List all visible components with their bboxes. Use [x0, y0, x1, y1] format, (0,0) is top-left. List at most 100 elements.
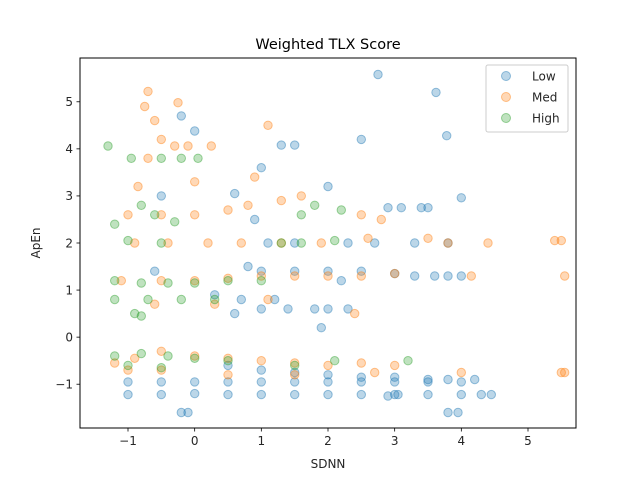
point-high-1	[126, 153, 137, 164]
legend-marker-high	[501, 113, 511, 123]
x-tick-label-4: 3	[391, 434, 399, 448]
x-tick-label-3: 2	[324, 434, 332, 448]
point-med-29	[423, 233, 433, 244]
point-low-43	[256, 304, 266, 314]
point-low-36	[210, 290, 220, 300]
x-tick-label-1: 0	[191, 434, 199, 448]
point-high-36	[403, 356, 413, 366]
legend-label-low: Low	[532, 69, 556, 83]
point-med-35	[156, 276, 167, 286]
y-tick-label-4: 3	[65, 189, 73, 203]
point-med-60	[290, 370, 300, 380]
point-low-76	[486, 389, 496, 400]
point-low-8	[256, 163, 266, 173]
series-high	[103, 141, 413, 373]
point-low-16	[396, 203, 406, 213]
point-med-4	[156, 134, 167, 145]
point-low-9	[230, 188, 240, 199]
point-high-12	[123, 235, 133, 246]
point-low-25	[243, 261, 253, 272]
point-low-44	[283, 304, 293, 314]
point-low-0	[373, 69, 383, 80]
x-tick-label-0: −1	[119, 434, 137, 448]
point-low-84	[383, 391, 393, 401]
point-high-2	[156, 153, 167, 164]
point-med-44	[560, 271, 570, 281]
point-high-7	[150, 210, 160, 220]
point-low-55	[470, 374, 480, 385]
y-tick-label-2: 1	[65, 283, 73, 297]
point-low-61	[290, 377, 300, 387]
point-med-19	[296, 191, 306, 201]
point-high-26	[210, 294, 220, 305]
point-high-25	[176, 294, 187, 305]
point-high-14	[276, 238, 286, 248]
point-low-83	[393, 389, 403, 400]
point-med-66	[130, 353, 140, 363]
point-med-63	[560, 367, 570, 378]
point-med-3	[150, 115, 160, 126]
point-med-47	[263, 294, 273, 305]
point-med-27	[316, 238, 326, 248]
point-med-17	[243, 200, 253, 211]
point-med-42	[390, 268, 400, 279]
point-low-45	[316, 323, 326, 333]
legend-box	[485, 64, 569, 133]
point-low-67	[223, 389, 233, 400]
point-med-65	[110, 358, 120, 368]
point-med-12	[250, 172, 260, 182]
point-high-6	[110, 219, 120, 229]
point-low-38	[270, 294, 280, 305]
point-low-34	[456, 271, 466, 281]
y-tick-label-6: 5	[65, 95, 73, 109]
point-med-45	[150, 299, 160, 309]
point-high-31	[163, 351, 173, 361]
point-low-23	[410, 238, 420, 248]
point-med-46	[210, 299, 220, 309]
point-low-54	[456, 377, 466, 387]
point-med-38	[256, 271, 266, 281]
point-med-64	[556, 367, 566, 378]
x-tick-label-2: 1	[258, 434, 266, 448]
point-med-61	[370, 367, 380, 378]
x-tick-label-5: 4	[458, 434, 466, 448]
point-high-16	[330, 235, 340, 246]
point-med-13	[123, 210, 133, 220]
point-low-32	[430, 271, 440, 281]
point-low-15	[383, 203, 393, 213]
point-high-30	[136, 348, 147, 359]
point-low-78	[156, 389, 167, 400]
point-med-52	[256, 356, 266, 366]
legend-label-med: Med	[532, 90, 557, 104]
point-high-22	[256, 276, 266, 286]
point-high-23	[110, 294, 120, 305]
point-low-47	[256, 365, 266, 375]
point-low-42	[230, 308, 240, 319]
point-med-24	[203, 238, 213, 248]
point-low-21	[290, 238, 300, 248]
point-low-22	[370, 238, 380, 248]
point-low-26	[256, 266, 266, 276]
point-low-79	[176, 407, 187, 418]
point-med-18	[276, 195, 286, 206]
point-low-81	[443, 407, 453, 418]
point-med-32	[556, 235, 566, 246]
point-low-20	[263, 238, 273, 248]
point-high-9	[310, 200, 320, 211]
point-high-32	[190, 353, 200, 363]
point-high-10	[296, 210, 306, 220]
point-high-29	[110, 351, 120, 361]
point-med-16	[223, 205, 233, 215]
point-low-39	[310, 304, 320, 314]
point-low-69	[290, 389, 300, 400]
series-low	[123, 69, 496, 418]
point-low-1	[431, 87, 441, 98]
legend-marker-low	[501, 71, 511, 81]
point-low-14	[343, 238, 353, 248]
point-low-72	[390, 389, 400, 400]
point-med-26	[276, 238, 286, 248]
point-med-30	[443, 238, 453, 248]
point-med-43	[466, 271, 476, 281]
point-low-10	[156, 191, 167, 201]
